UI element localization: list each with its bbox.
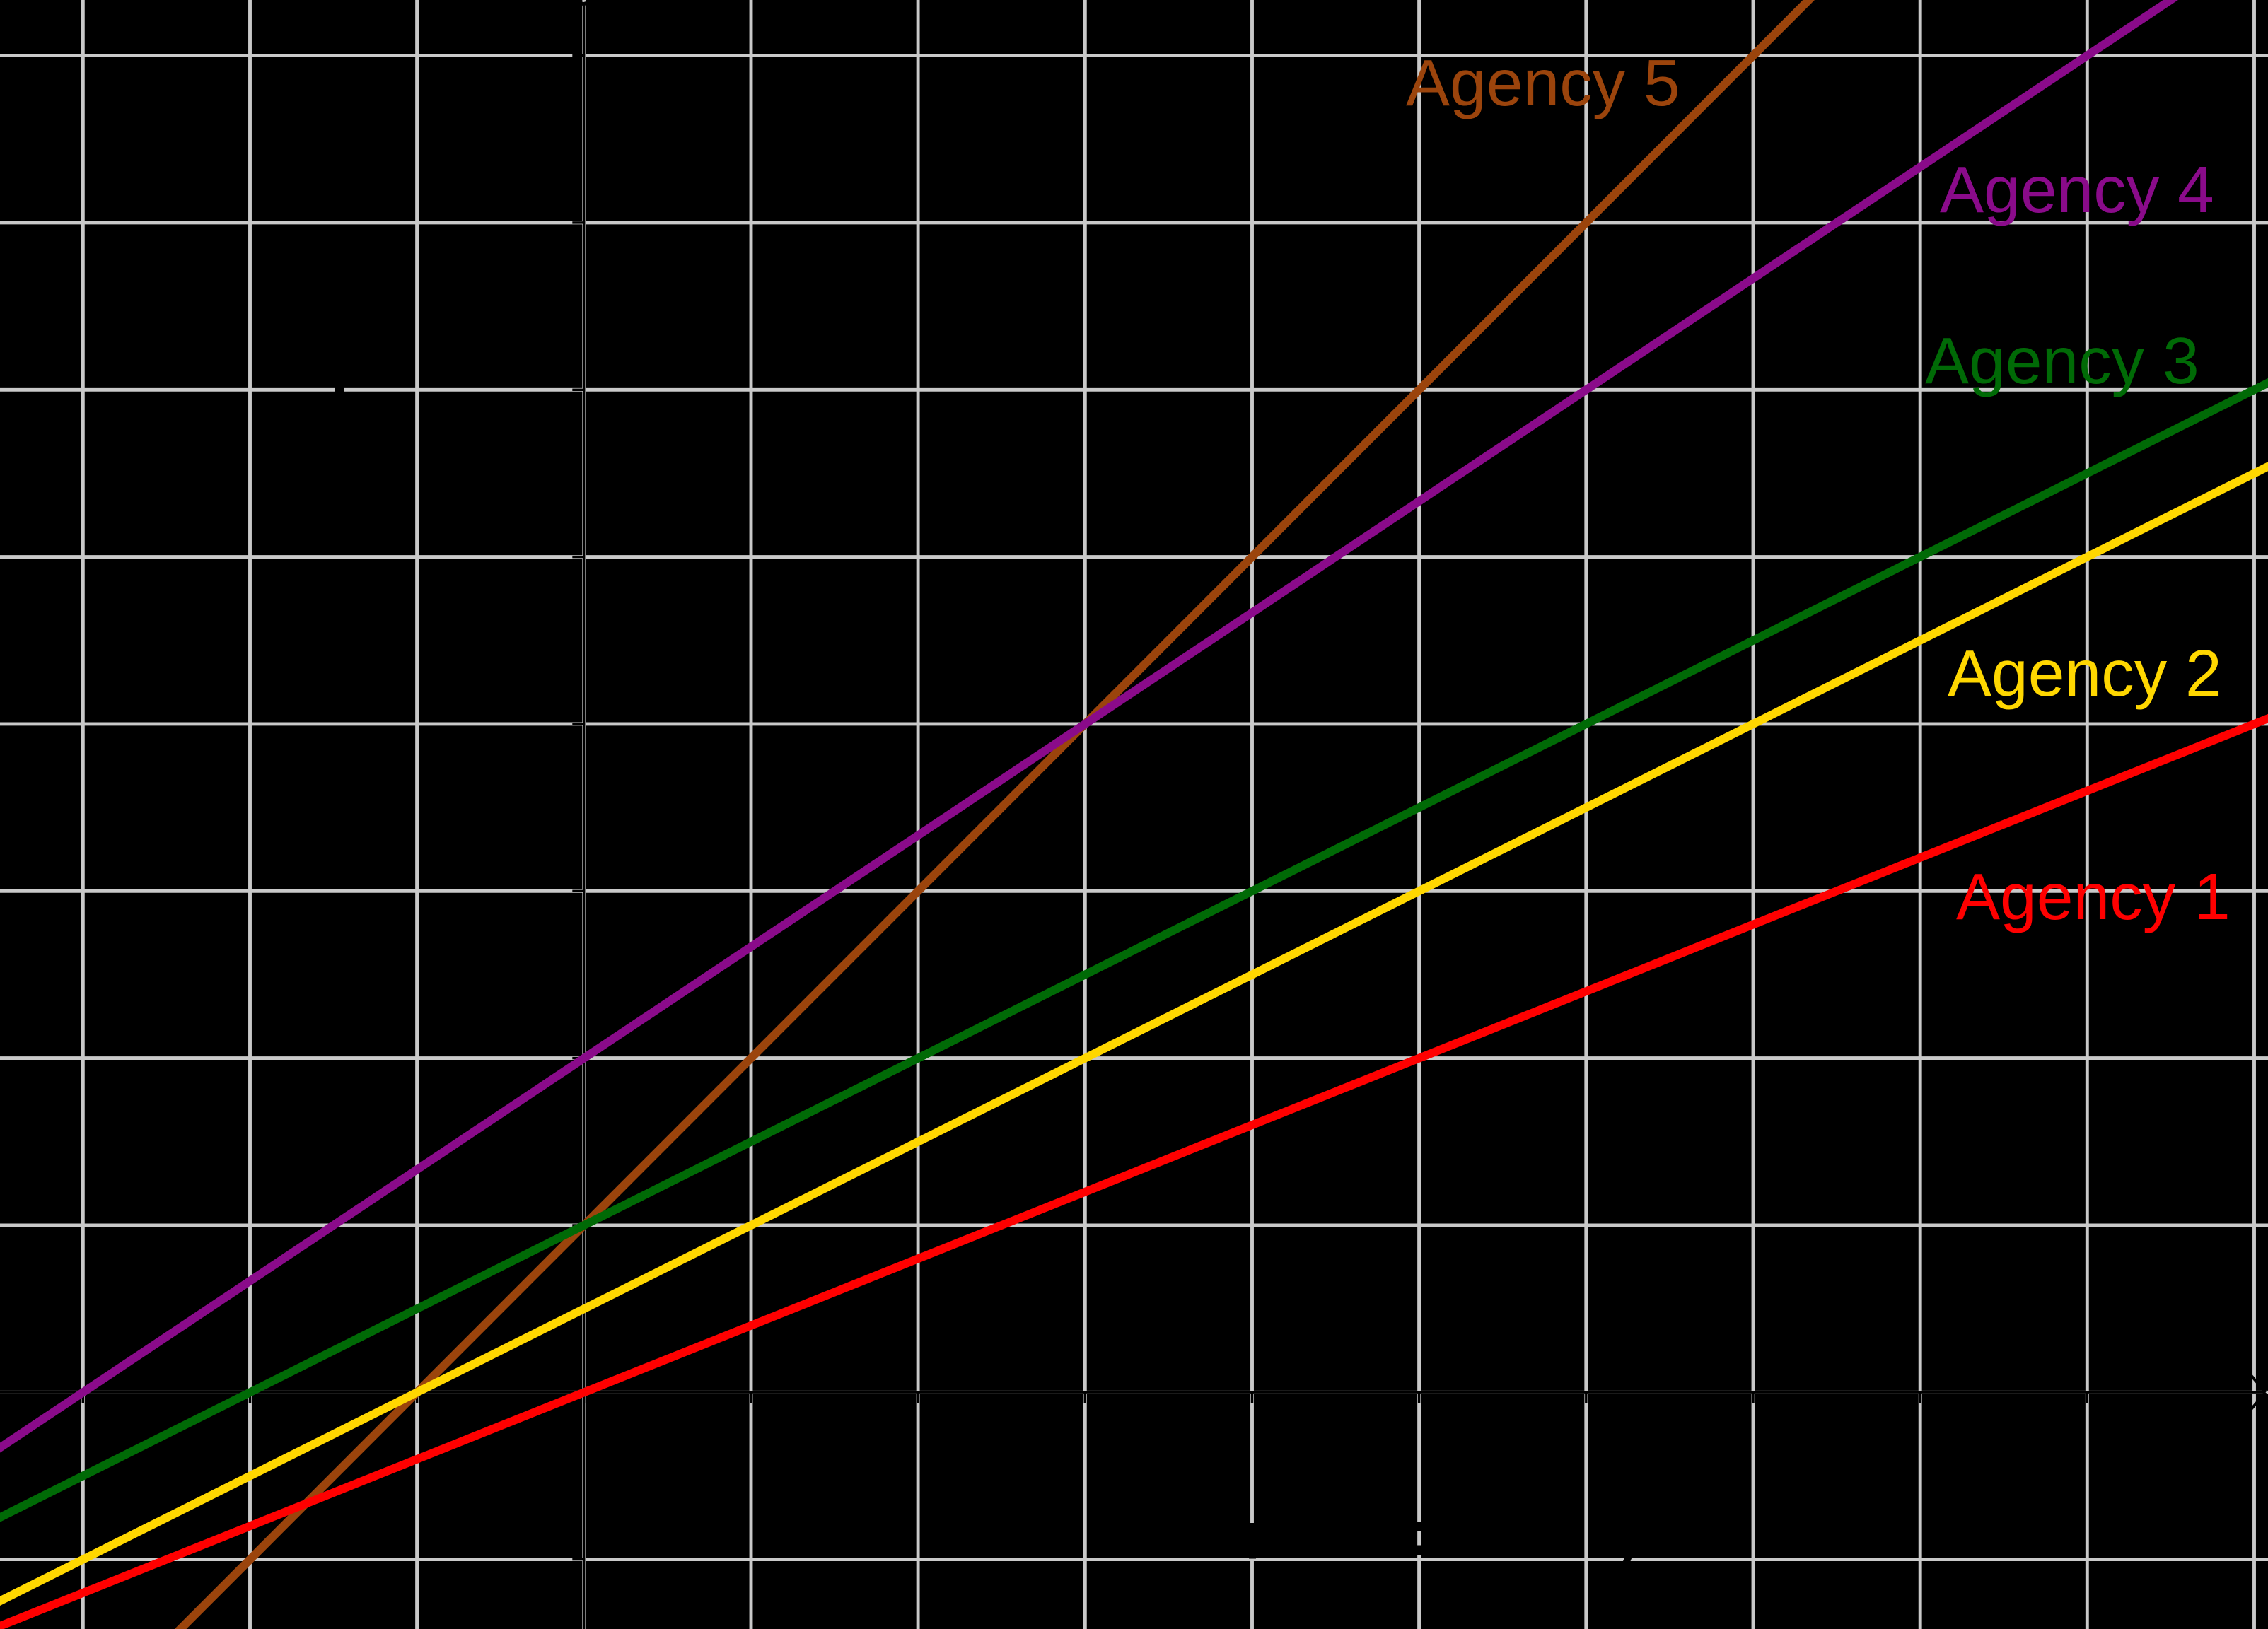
svg-text:Agency 2: Agency 2 (1948, 636, 2222, 710)
svg-text:Agency 5: Agency 5 (1406, 46, 1680, 119)
svg-text:Agency 1: Agency 1 (1956, 860, 2231, 933)
svg-text:Agency 3: Agency 3 (1925, 324, 2199, 397)
svg-text:Agency 4: Agency 4 (1940, 153, 2214, 226)
